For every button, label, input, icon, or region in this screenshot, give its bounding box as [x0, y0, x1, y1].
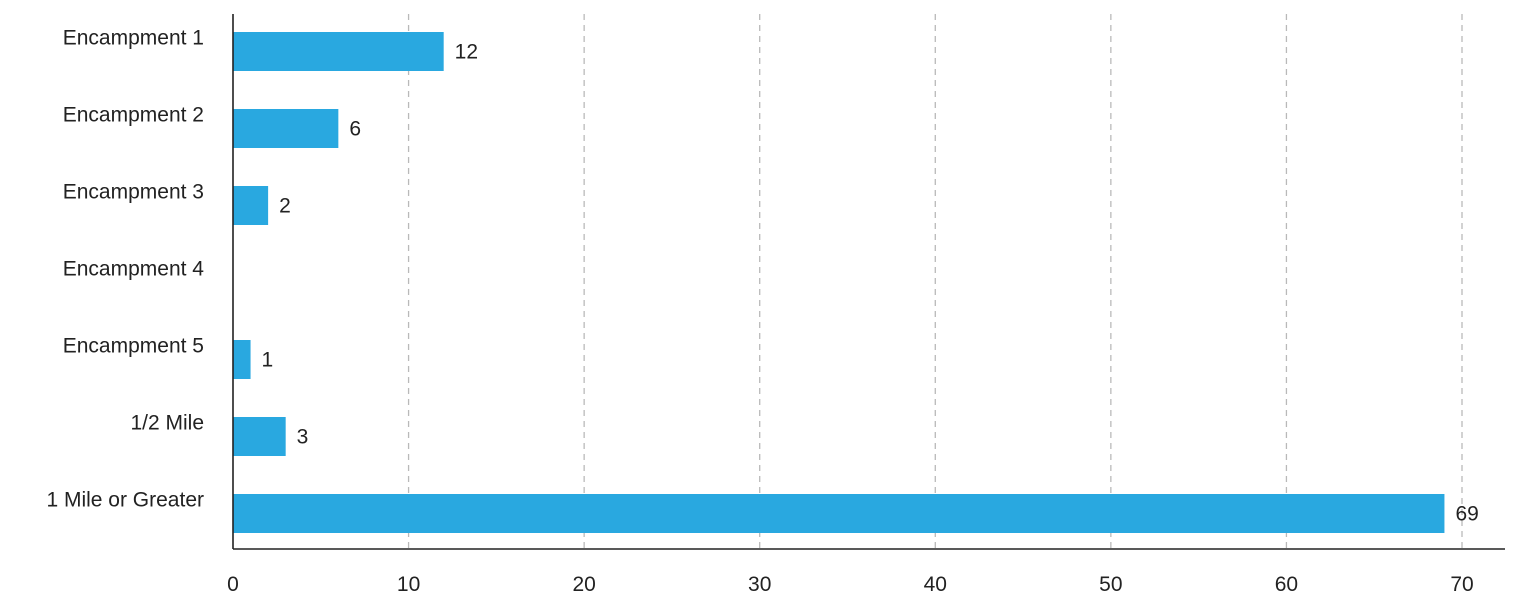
category-label: Encampment 4: [63, 258, 205, 281]
x-tick-label: 70: [1450, 573, 1473, 596]
data-label: 3: [297, 426, 309, 449]
data-label: 12: [455, 41, 478, 64]
grid-layer: [407, 14, 1463, 549]
category-label: Encampment 3: [63, 181, 204, 204]
bar: [233, 109, 339, 148]
category-label: Encampment 1: [63, 27, 204, 50]
bar: [233, 32, 444, 71]
category-label: Encampment 5: [63, 335, 204, 358]
x-tick-label: 60: [1275, 573, 1298, 596]
x-tick-label: 50: [1099, 573, 1122, 596]
bar: [233, 186, 269, 225]
x-tick-label: 40: [924, 573, 947, 596]
bar: [233, 417, 286, 456]
x-tick-label: 0: [227, 573, 239, 596]
bar: [233, 340, 251, 379]
bars-layer: [233, 32, 1445, 533]
category-label: Encampment 2: [63, 104, 204, 127]
data-label: 69: [1455, 503, 1478, 526]
bar: [233, 494, 1445, 533]
category-label: 1/2 Mile: [130, 412, 204, 435]
category-label: 1 Mile or Greater: [46, 489, 204, 512]
x-tick-label: 20: [572, 573, 595, 596]
data-label: 6: [349, 118, 361, 141]
x-tick-label: 30: [748, 573, 771, 596]
x-tick-label: 10: [397, 573, 420, 596]
data-label: 2: [279, 195, 291, 218]
data-label: 1: [262, 349, 274, 372]
